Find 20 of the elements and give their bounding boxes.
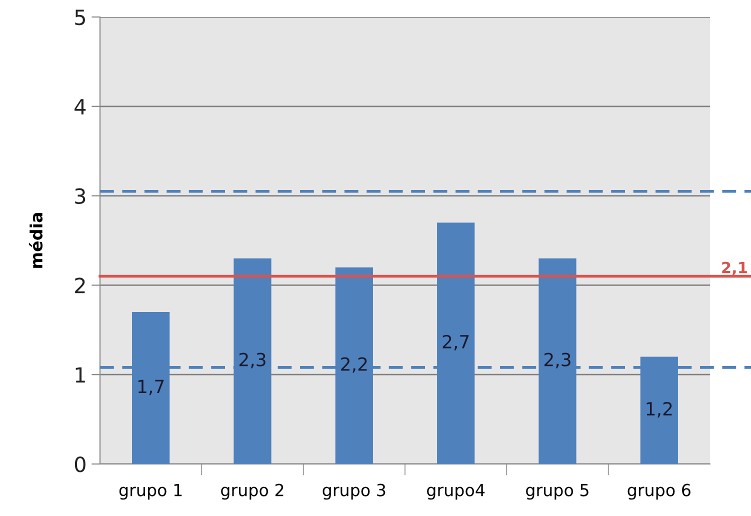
x-tick-label: grupo 1 bbox=[119, 484, 182, 500]
ref-line-label: 2,1 bbox=[722, 262, 747, 276]
data-label: 2,2 bbox=[341, 357, 367, 373]
y-tick-label: 0 bbox=[74, 456, 86, 472]
data-label: 2,3 bbox=[544, 352, 570, 368]
y-tick-label: 4 bbox=[74, 99, 86, 114]
data-label: 2,3 bbox=[239, 352, 266, 368]
y-tick-label: 3 bbox=[75, 188, 86, 204]
y-tick-label: 5 bbox=[75, 10, 85, 26]
data-label: 1,2 bbox=[646, 402, 672, 418]
y-axis-title: média bbox=[28, 213, 43, 268]
x-tick-label: grupo 5 bbox=[526, 484, 588, 500]
x-tick-label: grupo 6 bbox=[628, 484, 690, 500]
data-label: 2,7 bbox=[442, 334, 469, 350]
x-tick-label: grupo 2 bbox=[221, 484, 284, 500]
data-label: 1,7 bbox=[138, 380, 164, 396]
y-tick-label: 2 bbox=[75, 278, 85, 294]
y-tick-label: 1 bbox=[76, 367, 85, 383]
x-tick-label: grupo 3 bbox=[322, 484, 386, 500]
x-tick-label: grupo4 bbox=[427, 484, 485, 500]
